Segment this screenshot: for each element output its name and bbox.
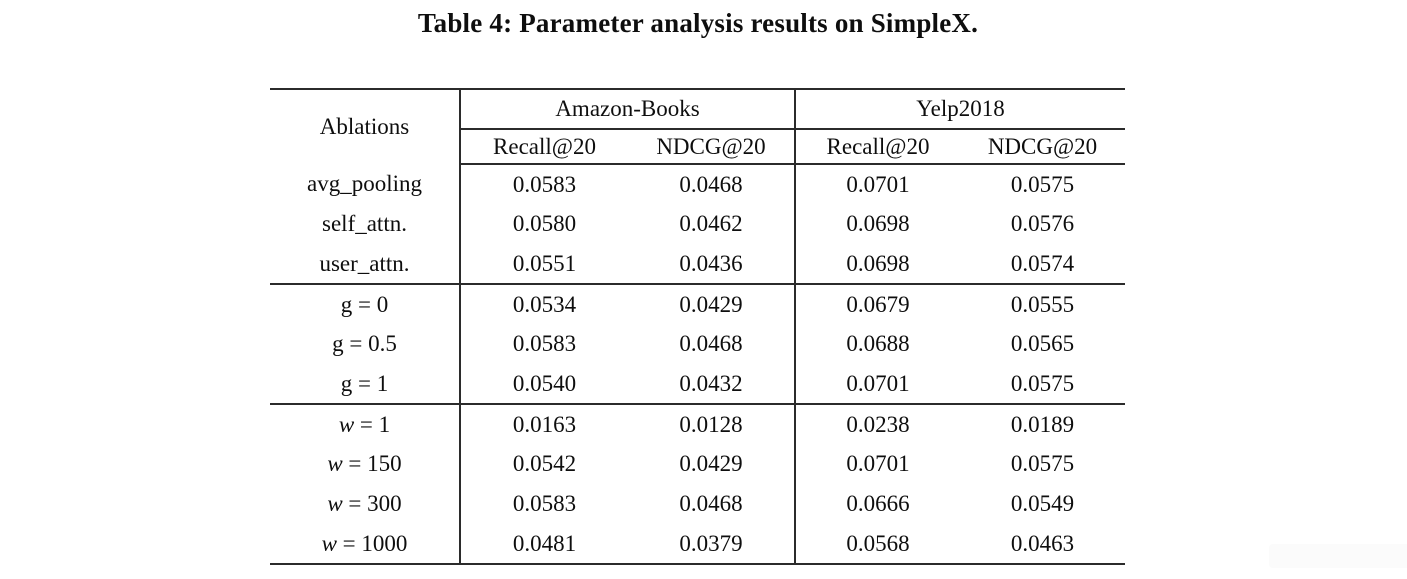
value-cell: 0.0555: [960, 283, 1125, 324]
value-cell: 0.0701: [846, 451, 910, 476]
value-cell: 0.0583: [512, 331, 577, 356]
value-cell: 0.0575: [1010, 370, 1075, 396]
value-cell: 0.0549: [1010, 491, 1075, 516]
metric-header-yelp2018-recall-20: Recall@20: [795, 129, 960, 165]
table-row-user-attn: user_attn. 0.0551 0.0436 0.0698 0.0574: [270, 244, 1125, 284]
table-body: avg_pooling 0.0583 0.0468 0.0701 0.0575 self_…: [270, 164, 1125, 564]
metric-header-amazon-books-ndcg-20: NDCG@20: [628, 129, 796, 165]
value-cell: 0.0666: [846, 491, 910, 516]
value-cell: 0.0163: [460, 403, 628, 444]
table-row-w-1: w = 1 0.0163 0.0128 0.0238 0.0189: [270, 403, 1125, 444]
table-row-avg-pooling: avg_pooling 0.0583 0.0468 0.0701 0.0575: [270, 164, 1125, 204]
corner-header: Ablations: [270, 89, 461, 164]
value-cell: 0.0575: [1010, 171, 1075, 197]
value-cell: 0.0429: [628, 444, 796, 484]
row-label-w-1: w = 1: [270, 403, 461, 444]
value-cell: 0.0379: [628, 524, 796, 564]
metric-header-amazon-books-recall-20: Recall@20: [460, 129, 628, 165]
value-cell: 0.0701: [846, 171, 910, 197]
row-label-w-300: w = 300: [270, 484, 461, 524]
corner-artifact: [1269, 544, 1407, 568]
value-cell: 0.0238: [795, 403, 960, 444]
row-label-avg-pooling: avg_pooling: [270, 164, 461, 204]
value-cell: 0.0679: [795, 283, 960, 324]
table-row-self-attn: self_attn. 0.0580 0.0462 0.0698 0.0576: [270, 204, 1125, 244]
value-cell: 0.0429: [628, 283, 796, 324]
value-cell: 0.0542: [512, 451, 577, 476]
metric-header-yelp2018-ndcg-20: NDCG@20: [960, 129, 1125, 165]
value-cell: 0.0468: [628, 164, 796, 204]
value-cell: 0.0534: [460, 283, 628, 324]
table-row-w-150: w = 150 0.0542 0.0429 0.0701 0.0575: [270, 444, 1125, 484]
value-cell: 0.0583: [512, 171, 577, 197]
table-caption: Table 4: Parameter analysis results on S…: [417, 8, 979, 38]
value-cell: 0.0698: [846, 250, 910, 276]
table-row-w-300: w = 300 0.0583 0.0468 0.0666 0.0549: [270, 484, 1125, 524]
table-row-g-0-5: g = 0.5 0.0583 0.0468 0.0688 0.0565: [270, 324, 1125, 364]
value-cell: 0.0583: [512, 491, 577, 516]
value-cell: 0.0551: [512, 250, 577, 276]
value-cell: 0.0481: [512, 530, 577, 556]
row-label-user-attn: user_attn.: [270, 244, 461, 284]
value-cell: 0.0698: [846, 211, 910, 236]
group-header-amazon-books: Amazon-Books: [460, 89, 796, 130]
table-container: Ablations Amazon-Books Yelp2018 Recall@20 ND…: [270, 88, 1125, 565]
table-row-g-0: g = 0 0.0534 0.0429 0.0679 0.0555: [270, 283, 1125, 324]
value-cell: 0.0575: [1010, 451, 1075, 476]
row-label-g-1: g = 1: [270, 364, 461, 404]
row-label-w-150: w = 150: [270, 444, 461, 484]
row-label-g-0: g = 0: [270, 283, 461, 324]
value-cell: 0.0128: [628, 403, 796, 444]
row-label-self-attn: self_attn.: [270, 204, 461, 244]
table-header: Ablations Amazon-Books Yelp2018 Recall@20 ND…: [270, 89, 1125, 165]
value-cell: 0.0468: [628, 484, 796, 524]
value-cell: 0.0189: [960, 403, 1125, 444]
group-header-yelp2018: Yelp2018: [795, 89, 1125, 130]
row-label-w-1000: w = 1000: [270, 524, 461, 564]
value-cell: 0.0540: [512, 370, 577, 396]
value-cell: 0.0574: [1010, 250, 1075, 276]
table-row-w-1000: w = 1000 0.0481 0.0379 0.0568 0.0463: [270, 524, 1125, 564]
table-row-g-1: g = 1 0.0540 0.0432 0.0701 0.0575: [270, 364, 1125, 404]
value-cell: 0.0436: [628, 244, 796, 284]
value-cell: 0.0463: [1010, 530, 1075, 556]
value-cell: 0.0580: [512, 211, 577, 236]
value-cell: 0.0468: [628, 324, 796, 364]
value-cell: 0.0432: [628, 364, 796, 404]
row-label-g-0-5: g = 0.5: [270, 324, 461, 364]
value-cell: 0.0701: [846, 370, 910, 396]
results-table: Ablations Amazon-Books Yelp2018 Recall@20 ND…: [270, 88, 1125, 565]
value-cell: 0.0462: [628, 204, 796, 244]
value-cell: 0.0565: [1010, 331, 1075, 356]
value-cell: 0.0568: [846, 530, 910, 556]
value-cell: 0.0576: [1010, 211, 1075, 236]
value-cell: 0.0688: [846, 331, 910, 356]
